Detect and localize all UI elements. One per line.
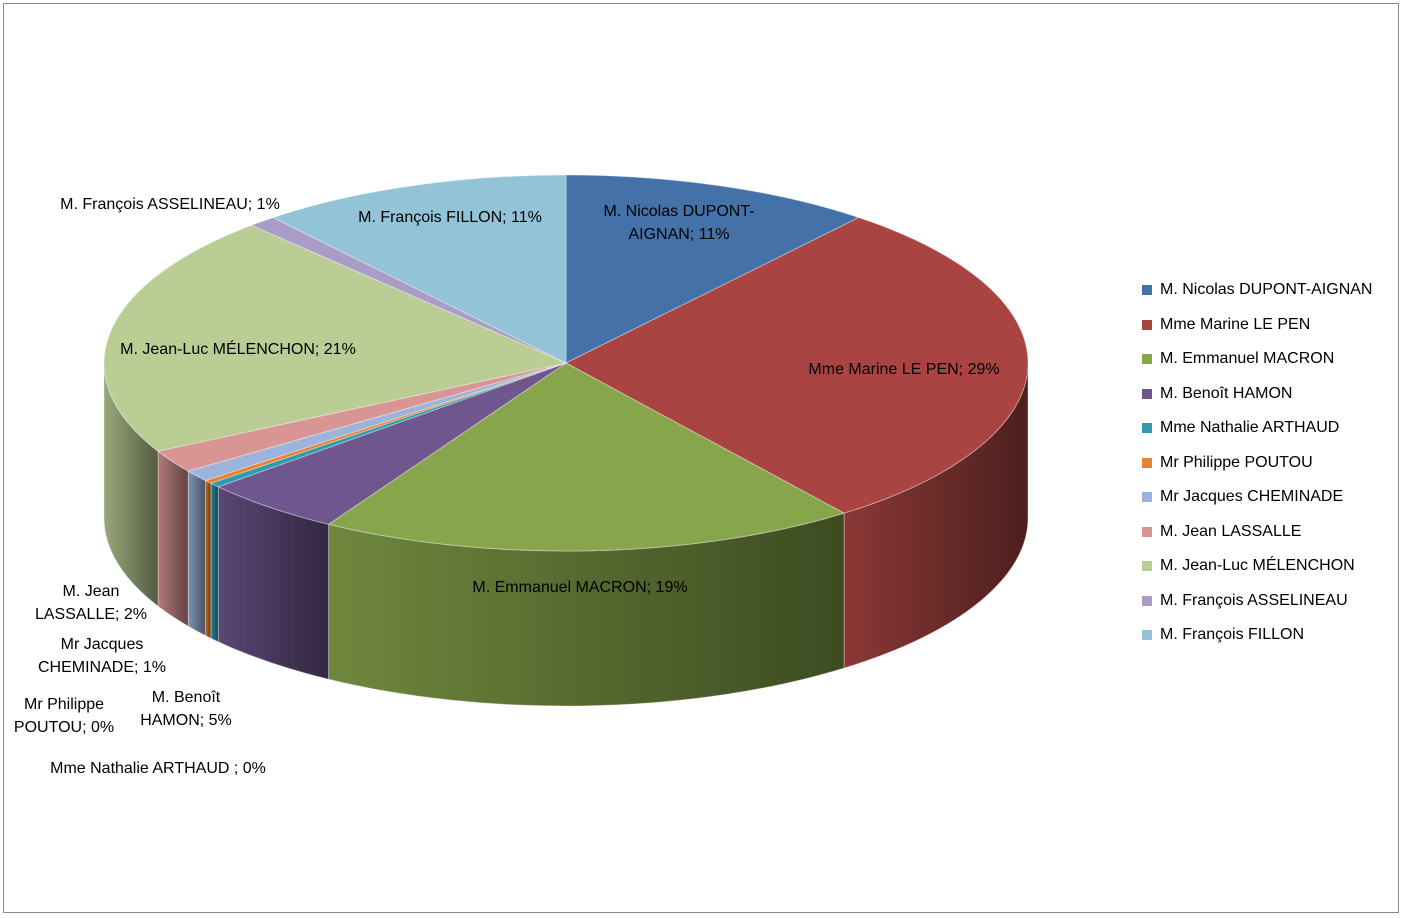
- data-label-5: Mr Philippe POUTOU; 0%: [14, 696, 114, 736]
- pie-slice-6: [186, 362, 567, 482]
- pie-side-5: [204, 479, 212, 640]
- pie-slice-5: [204, 362, 567, 484]
- pie-slice-2: [327, 362, 846, 552]
- pie-slice-7: [156, 362, 567, 472]
- data-label-8: M. Jean-Luc MÉLENCHON; 21%: [120, 339, 356, 358]
- legend-label: Mr Philippe POUTOU: [1160, 453, 1313, 471]
- legend-item: M. François ASSELINEAU: [1142, 591, 1372, 626]
- legend-label: M. Jean LASSALLE: [1160, 522, 1302, 540]
- legend-label: M. François FILLON: [1160, 626, 1305, 643]
- legend-item: Mme Marine LE PEN: [1142, 315, 1372, 350]
- pie-slice-4: [209, 362, 567, 488]
- legend-label: Mme Nathalie ARTHAUD: [1160, 419, 1340, 436]
- data-label-4: Mme Nathalie ARTHAUD ; 0%: [50, 760, 266, 777]
- data-label-3: M. Benoît HAMON; 5%: [140, 689, 232, 729]
- legend-item: M. Benoît HAMON: [1142, 384, 1372, 419]
- data-label-10: M. François FILLON; 11%: [358, 209, 542, 226]
- data-label-0: M. Nicolas DUPONT-AIGNAN; 11%: [603, 203, 754, 243]
- legend-item: M. Jean-Luc MÉLENCHON: [1142, 556, 1372, 591]
- legend-swatch: [1142, 319, 1152, 330]
- data-label-6: Mr Jacques CHEMINADE; 1%: [38, 636, 166, 676]
- legend-label: M. François ASSELINEAU: [1160, 591, 1348, 609]
- legend-swatch: [1142, 526, 1152, 537]
- legend-swatch: [1142, 492, 1152, 502]
- legend-label: M. Jean-Luc MÉLENCHON: [1160, 557, 1355, 574]
- legend-item: M. François FILLON: [1142, 625, 1372, 660]
- legend-swatch: [1142, 423, 1152, 433]
- legend-label: M. Nicolas DUPONT-AIGNAN: [1160, 281, 1373, 298]
- legend-label: M. Benoît HAMON: [1160, 384, 1293, 402]
- pie-side-7: [157, 450, 189, 628]
- pie-slice-10: [271, 174, 567, 364]
- legend-swatch: [1142, 595, 1152, 606]
- chart-area: M. Nicolas DUPONT-AIGNAN; 11% Mme Marine …: [3, 3, 1399, 913]
- pie-slice-8: [103, 224, 568, 452]
- pie-slice-0: [565, 174, 861, 364]
- pie-side-1: [843, 362, 1029, 669]
- data-label-2: M. Emmanuel MACRON; 19%: [472, 579, 687, 596]
- legend-item: M. Emmanuel MACRON: [1142, 349, 1372, 384]
- legend: M. Nicolas DUPONT-AIGNAN Mme Marine LE PE…: [1142, 280, 1372, 660]
- pie-slice-9: [250, 217, 567, 364]
- data-label-1: Mme Marine LE PEN; 29%: [808, 361, 999, 378]
- legend-item: Mme Nathalie ARTHAUD: [1142, 418, 1372, 453]
- data-label-7: M. Jean LASSALLE; 2%: [35, 583, 147, 623]
- legend-label: Mr Jacques CHEMINADE: [1160, 488, 1344, 505]
- pie-chart: M. Nicolas DUPONT-AIGNAN; 11% Mme Marine …: [14, 174, 1029, 777]
- legend-swatch: [1142, 354, 1152, 364]
- legend-swatch: [1142, 457, 1152, 468]
- legend-swatch: [1142, 630, 1152, 640]
- legend-swatch: [1142, 561, 1152, 571]
- legend-label: M. Emmanuel MACRON: [1160, 350, 1335, 367]
- legend-item: M. Jean LASSALLE: [1142, 522, 1372, 557]
- legend-item: Mr Jacques CHEMINADE: [1142, 487, 1372, 522]
- pie-side-4: [210, 482, 219, 643]
- data-label-9: M. François ASSELINEAU; 1%: [60, 196, 280, 213]
- pie-side-3: [217, 486, 330, 680]
- legend-swatch: [1142, 388, 1152, 399]
- pie-side-6: [187, 470, 206, 637]
- pie-slice-1: [564, 217, 1029, 514]
- legend-item: M. Nicolas DUPONT-AIGNAN: [1142, 280, 1372, 315]
- legend-item: Mr Philippe POUTOU: [1142, 453, 1372, 488]
- legend-swatch: [1142, 285, 1152, 295]
- legend-label: Mme Marine LE PEN: [1160, 315, 1311, 333]
- pie-slice-3: [217, 362, 567, 525]
